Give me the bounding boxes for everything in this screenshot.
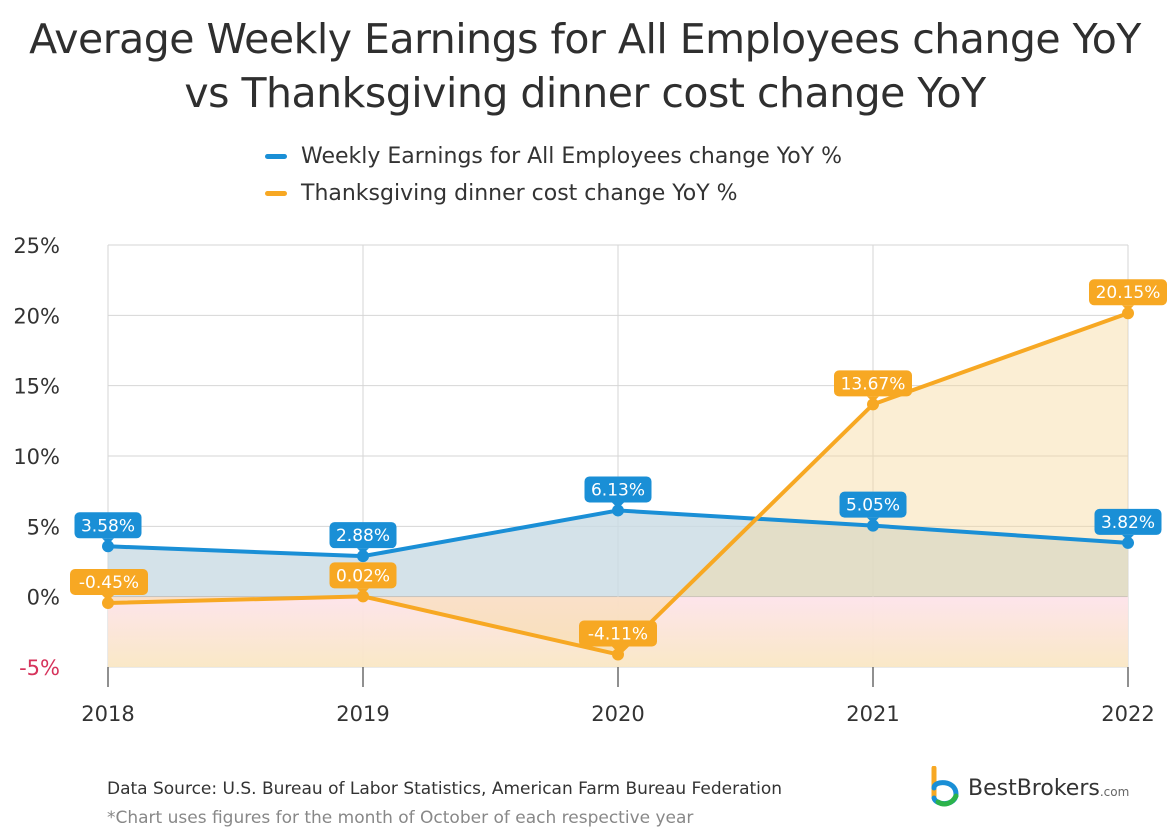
- y-tick-label: 5%: [27, 515, 60, 539]
- data-label-text: -4.11%: [588, 624, 648, 644]
- data-label-box: [1094, 508, 1162, 535]
- legend-swatch-blue: [265, 153, 287, 159]
- brand-suffix: .com: [1099, 785, 1130, 799]
- data-label-text: 6.13%: [591, 480, 645, 500]
- footnote: *Chart uses figures for the month of Oct…: [107, 808, 694, 828]
- data-label-pointer: [357, 588, 369, 595]
- thanksgiving-cost-point: [102, 596, 114, 609]
- data-label-pointer: [867, 517, 879, 524]
- weekly-earnings-data-label: 3.82%: [1094, 508, 1162, 541]
- thanksgiving-cost-point: [867, 398, 879, 411]
- chart-title: Average Weekly Earnings for All Employee…: [29, 15, 1141, 63]
- brand-logo: BestBrokers .com: [928, 766, 1129, 810]
- x-tick-label: 2020: [591, 702, 644, 726]
- data-label-text: 0.02%: [336, 566, 390, 586]
- weekly-earnings-point: [1122, 536, 1134, 549]
- y-tick-label: 15%: [13, 375, 60, 399]
- data-label-pointer: [1122, 305, 1134, 312]
- weekly-earnings-point: [357, 550, 369, 563]
- y-tick-label: 0%: [27, 586, 60, 610]
- y-tick-label: -5%: [19, 656, 60, 680]
- data-label-text: 5.05%: [846, 496, 900, 516]
- y-tick-label: 10%: [13, 445, 60, 469]
- data-label-box: [329, 562, 397, 589]
- data-label-pointer: [612, 646, 624, 653]
- weekly-earnings-data-label: 5.05%: [839, 491, 907, 524]
- thanksgiving-cost-area: [108, 313, 1128, 655]
- y-tick-label: 25%: [13, 234, 60, 258]
- brand-name: BestBrokers: [968, 775, 1100, 801]
- data-label-box: [74, 512, 142, 539]
- data-label-pointer: [102, 538, 114, 545]
- x-tick-label: 2018: [81, 702, 134, 726]
- data-label-pointer: [1122, 534, 1134, 541]
- x-tick-label: 2021: [846, 702, 899, 726]
- weekly-earnings-data-label: 2.88%: [329, 522, 397, 555]
- data-label-box: [584, 476, 652, 503]
- data-label-text: 13.67%: [841, 374, 906, 394]
- thanksgiving-cost-data-label: -0.45%: [70, 568, 148, 601]
- data-label-text: -0.45%: [79, 573, 139, 593]
- legend-swatch-orange: [265, 190, 287, 196]
- thanksgiving-cost-data-label: -4.11%: [579, 620, 657, 653]
- legend-item-thanksgiving-cost: Thanksgiving dinner cost change YoY %: [265, 178, 738, 208]
- legend-label-weekly-earnings: Weekly Earnings for All Employees change…: [301, 143, 843, 169]
- data-label-box: [579, 620, 657, 647]
- weekly-earnings-point: [867, 519, 879, 532]
- data-source-note: Data Source: U.S. Bureau of Labor Statis…: [107, 779, 783, 799]
- thanksgiving-cost-point: [1122, 307, 1134, 320]
- thanksgiving-cost-point: [357, 590, 369, 603]
- data-label-box: [834, 370, 912, 397]
- data-label-pointer: [612, 502, 624, 509]
- legend-item-weekly-earnings: Weekly Earnings for All Employees change…: [265, 141, 842, 171]
- thanksgiving-cost-data-label: 20.15%: [1089, 279, 1167, 312]
- data-label-text: 3.82%: [1101, 513, 1155, 533]
- data-label-box: [70, 568, 148, 595]
- data-label-box: [839, 491, 907, 518]
- legend-label-thanksgiving-cost: Thanksgiving dinner cost change YoY %: [301, 180, 738, 206]
- x-tick-label: 2019: [336, 702, 389, 726]
- weekly-earnings-point: [612, 504, 624, 517]
- data-label-text: 3.58%: [81, 516, 135, 536]
- weekly-earnings-data-label: 6.13%: [584, 476, 652, 509]
- x-tick-label: 2022: [1101, 702, 1154, 726]
- data-label-box: [329, 522, 397, 549]
- bestbrokers-logo-icon: [931, 766, 959, 807]
- data-label-pointer: [102, 594, 114, 601]
- data-label-pointer: [867, 396, 879, 403]
- data-label-text: 2.88%: [336, 526, 390, 546]
- data-label-pointer: [357, 548, 369, 555]
- data-label-box: [1089, 279, 1167, 306]
- weekly-earnings-data-label: 3.58%: [74, 512, 142, 545]
- data-label-text: 20.15%: [1096, 283, 1161, 303]
- thanksgiving-cost-data-label: 13.67%: [834, 370, 912, 403]
- thanksgiving-cost-point: [612, 648, 624, 661]
- weekly-earnings-point: [102, 540, 114, 553]
- thanksgiving-cost-data-label: 0.02%: [329, 562, 397, 595]
- y-tick-label: 20%: [13, 304, 60, 328]
- chart-subtitle: vs Thanksgiving dinner cost change YoY: [184, 69, 986, 117]
